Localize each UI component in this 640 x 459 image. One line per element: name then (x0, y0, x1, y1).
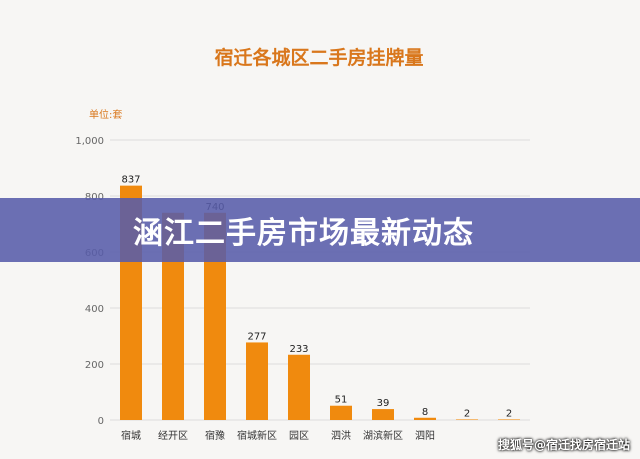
y-tick-label: 1,000 (75, 136, 104, 147)
x-tick-label: 宿城新区 (237, 429, 277, 442)
y-tick-label: 200 (85, 360, 104, 371)
unit-label: 单位:套 (89, 108, 122, 121)
data-label: 837 (121, 175, 140, 186)
bar (456, 419, 478, 420)
data-label: 8 (422, 407, 428, 418)
source-watermark: 搜狐号@宿迁找房宿迁站 (497, 438, 630, 452)
data-label: 2 (464, 408, 470, 419)
bar (204, 212, 226, 420)
y-tick-label: 800 (85, 192, 104, 203)
data-label: 277 (247, 331, 266, 342)
y-tick-label: 400 (85, 304, 104, 315)
data-label: 2 (506, 408, 512, 419)
y-tick-label: 0 (98, 416, 104, 427)
headline-text: 涵江二手房市场最新动态 (133, 216, 474, 251)
data-label: 233 (289, 344, 308, 355)
bar (246, 342, 268, 420)
bar (330, 405, 352, 420)
bar (414, 417, 436, 420)
x-tick-label: 园区 (289, 430, 309, 442)
bar (162, 212, 184, 420)
bar (498, 419, 520, 420)
x-tick-label: 湖滨新区 (363, 429, 403, 442)
headline-banner: 涵江二手房市场最新动态 (0, 198, 640, 262)
x-tick-label: 经开区 (158, 429, 188, 442)
chart-title: 宿迁各城区二手房挂牌量 (214, 46, 423, 69)
bar (372, 409, 394, 420)
bar (288, 354, 310, 420)
x-tick-label: 泗阳 (415, 430, 435, 442)
data-label: 51 (335, 395, 348, 406)
x-tick-label: 宿豫 (205, 429, 225, 442)
x-tick-label: 宿城 (121, 429, 141, 442)
x-tick-label: 泗洪 (331, 430, 351, 442)
data-label: 39 (377, 398, 390, 409)
